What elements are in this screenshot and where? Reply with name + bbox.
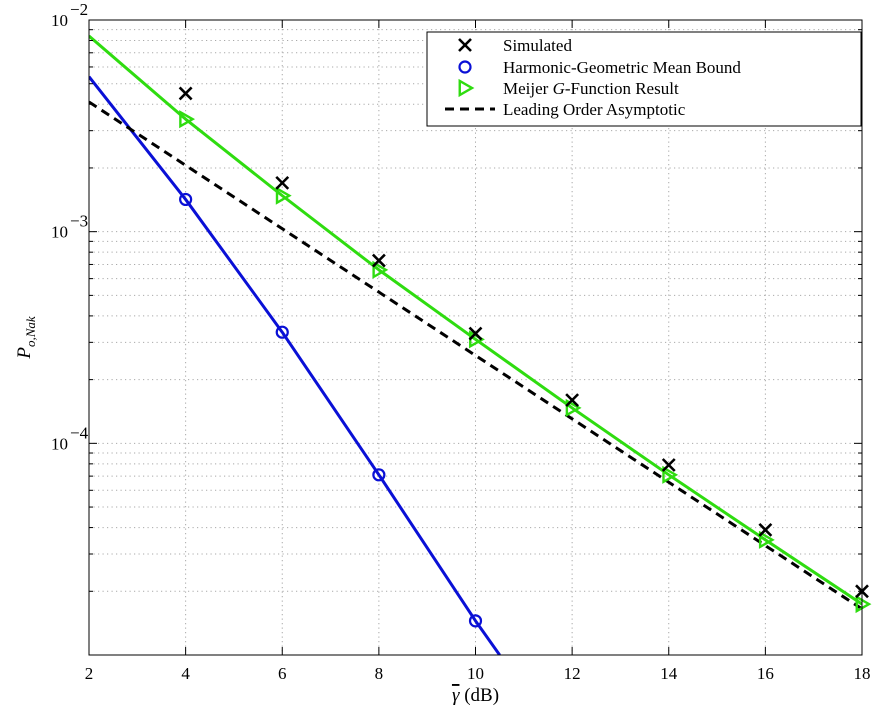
simulated-marker [758, 522, 773, 537]
simulated-marker [565, 393, 580, 408]
simulated-marker-stroke-b [178, 86, 193, 101]
simulated-marker-stroke-b [371, 253, 386, 268]
harmonic-geometric-mean-bound-marker [372, 468, 386, 482]
simulated-marker-stroke-b [758, 522, 773, 537]
legend-label-part: -Function Result [565, 79, 679, 98]
y-tick-label-base: 10 [51, 223, 68, 242]
meijer-g-function-result-marker [758, 530, 775, 549]
legend-label-leading-order-asymptotic: Leading Order Asymptotic [503, 100, 686, 119]
x-tick-label: 18 [854, 664, 871, 683]
y-tick-label-base: 10 [51, 434, 68, 453]
series-layer [89, 34, 872, 655]
simulated-marker-stroke-b [661, 458, 676, 472]
legend-entry-leading-order-asymptotic: Leading Order Asymptotic [445, 100, 686, 119]
legend-label-part-italic: G [553, 79, 565, 98]
simulated-marker-stroke-b [275, 175, 290, 190]
legend-entry-meijer-g-function-result: Meijer G-Function Result [458, 78, 679, 98]
meijer-g-function-result-marker [565, 398, 582, 417]
meijer-g-function-result-marker [179, 110, 196, 129]
y-tick-label: 10−3 [51, 212, 88, 242]
simulated-marker-stroke-b [468, 326, 483, 341]
x-axis-label: γ (dB) [452, 685, 499, 706]
y-axis-label-subscript: o,Nak [23, 316, 38, 347]
harmonic-geometric-mean-bound-marker [468, 614, 483, 628]
simulated-marker [661, 458, 676, 472]
legend-label-simulated: Simulated [503, 36, 572, 55]
x-tick-label: 6 [278, 664, 287, 683]
y-tick-label-exponent: −2 [70, 0, 88, 19]
legend-label-harmonic-geometric-mean-bound: Harmonic-Geometric Mean Bound [503, 58, 741, 77]
legend-marker-simulated [458, 38, 472, 52]
x-tick-label: 8 [375, 664, 384, 683]
legend: Simulated Harmonic-Geometric Mean Bound Me… [426, 31, 862, 127]
legend-box [426, 31, 862, 127]
legend-entry-harmonic-geometric-mean-bound: Harmonic-Geometric Mean Bound [458, 58, 741, 77]
x-tick-label: 12 [564, 664, 581, 683]
y-tick-label-exponent: −3 [70, 212, 88, 231]
legend-entry-simulated: Simulated [458, 36, 572, 55]
legend-marker-meijer-g-function-result [458, 78, 475, 98]
y-tick-label-exponent: −4 [70, 423, 89, 442]
x-axis-label-symbol: γ [452, 685, 460, 706]
x-tick-label: 4 [181, 664, 190, 683]
legend-marker-simulated-stroke-b [458, 38, 472, 52]
x-tick-label: 14 [660, 664, 678, 683]
x-axis-label-unit: (dB) [459, 685, 499, 706]
meijer-g-function-result-line [89, 34, 862, 606]
y-tick-label: 10−2 [51, 0, 88, 30]
simulated-marker-stroke-b [565, 393, 580, 408]
meijer-g-function-result-marker [372, 260, 389, 279]
simulated-marker [468, 326, 483, 341]
y-axis-label: Po,Nak [14, 316, 38, 360]
x-tick-label: 10 [467, 664, 484, 683]
y-tick-label: 10−4 [51, 423, 89, 453]
simulated-marker [178, 86, 193, 101]
harmonic-geometric-mean-bound-line [89, 75, 501, 655]
meijer-g-function-result-marker [662, 465, 679, 484]
x-tick-label: 16 [757, 664, 774, 683]
y-tick-label-base: 10 [51, 11, 68, 30]
legend-label-part: Meijer [503, 79, 553, 98]
legend-label-meijer-g-function-result: Meijer G-Function Result [503, 79, 679, 98]
y-axis-label-symbol: P [14, 347, 35, 360]
meijer-g-function-result-marker [275, 186, 292, 205]
meijer-g-function-result-marker [855, 595, 872, 614]
x-tick-label: 2 [85, 664, 94, 683]
simulated-marker [275, 175, 290, 190]
leading-order-asymptotic-line [89, 100, 862, 611]
tick-marks [88, 19, 863, 656]
legend-marker-harmonic-geometric-mean-bound [458, 60, 472, 74]
simulated-marker [371, 253, 386, 268]
harmonic-geometric-mean-bound-marker [275, 325, 289, 339]
harmonic-geometric-mean-bound-marker [179, 192, 193, 207]
